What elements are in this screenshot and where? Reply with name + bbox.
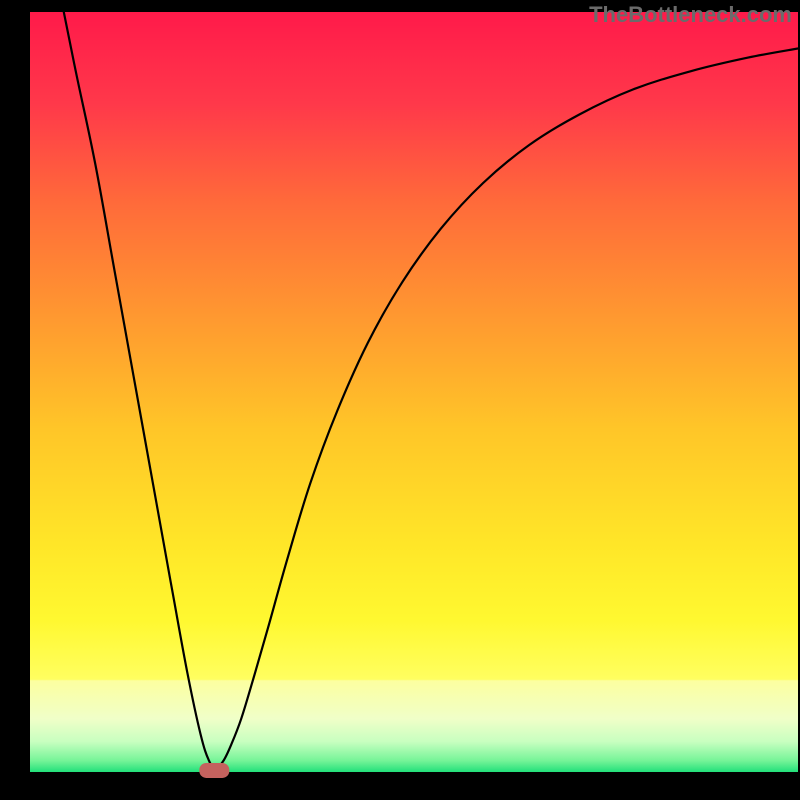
- bottleneck-chart: [0, 0, 800, 800]
- watermark-label: TheBottleneck.com: [589, 2, 792, 28]
- chart-background-gradient: [30, 12, 798, 772]
- chart-svg: [0, 0, 800, 800]
- optimal-point-marker: [199, 763, 229, 778]
